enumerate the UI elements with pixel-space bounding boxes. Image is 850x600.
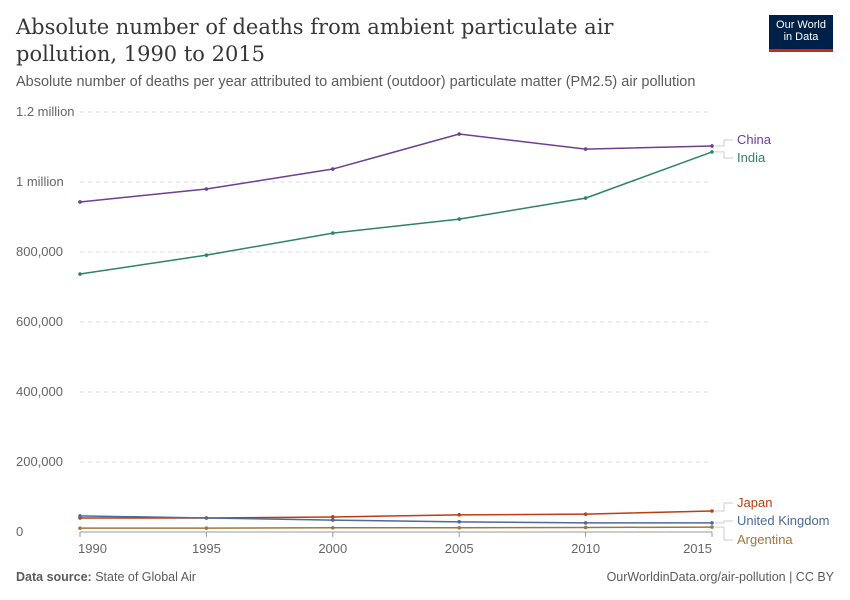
series-label: India	[737, 150, 766, 165]
source-label: Data source:	[16, 570, 92, 584]
label-connector	[715, 151, 733, 159]
data-point	[331, 167, 335, 171]
series-label: Argentina	[737, 532, 793, 547]
data-point	[583, 525, 588, 530]
chart-title: Absolute number of deaths from ambient p…	[16, 15, 614, 66]
data-point	[710, 521, 714, 525]
data-point	[204, 187, 209, 191]
data-point	[583, 521, 588, 525]
data-point	[331, 518, 335, 522]
x-tick-label: 2010	[571, 541, 600, 556]
data-point	[710, 144, 714, 148]
x-tick-label: 2000	[318, 541, 347, 556]
data-point	[204, 526, 209, 530]
logo-line1: Our World	[776, 19, 826, 31]
data-point	[457, 526, 462, 530]
y-tick-label: 0	[16, 524, 23, 539]
data-point	[78, 272, 82, 276]
series-label: United Kingdom	[737, 513, 830, 528]
data-point	[204, 516, 209, 520]
label-connector	[715, 520, 733, 524]
data-point	[331, 515, 335, 519]
label-connector	[715, 502, 733, 512]
x-tick-label: 2015	[683, 541, 712, 556]
data-point	[457, 132, 462, 136]
series-label: Japan	[737, 495, 772, 510]
label-connector	[715, 526, 733, 541]
series-line-china	[79, 133, 713, 203]
data-source: Data source: State of Global Air	[16, 570, 196, 584]
data-point	[583, 147, 588, 151]
data-point	[204, 253, 209, 257]
source-text[interactable]: State of Global Air	[95, 570, 196, 584]
series-line-argentina	[80, 526, 713, 529]
credit-link[interactable]: OurWorldinData.org/air-pollution | CC BY	[606, 570, 834, 584]
logo-line2: in Data	[783, 31, 819, 43]
series-label: China	[737, 132, 772, 147]
data-point	[583, 196, 588, 200]
y-tick-label: 200,000	[16, 454, 63, 469]
series-line-india	[79, 151, 713, 275]
x-tick-label: 1995	[192, 541, 221, 556]
x-tick-label: 1990	[78, 541, 107, 556]
data-point	[78, 526, 82, 530]
data-point	[457, 520, 462, 524]
y-tick-label: 1.2 million	[16, 104, 75, 119]
y-tick-label: 1 million	[16, 174, 64, 189]
y-tick-label: 800,000	[16, 244, 63, 259]
data-point	[710, 150, 714, 154]
y-tick-label: 400,000	[16, 384, 63, 399]
y-tick-label: 600,000	[16, 314, 63, 329]
label-connector	[715, 139, 733, 147]
data-point	[331, 231, 335, 235]
data-point	[331, 526, 335, 530]
chart-subtitle: Absolute number of deaths per year attri…	[16, 74, 696, 90]
data-point	[78, 514, 82, 518]
x-tick-label: 2005	[445, 541, 474, 556]
data-point	[710, 509, 714, 513]
data-point	[583, 512, 588, 516]
data-point	[457, 217, 462, 221]
series-line-united-kingdom	[79, 515, 712, 524]
owid-logo[interactable]: Our World in Data	[769, 15, 833, 52]
data-point	[457, 513, 462, 517]
data-point	[78, 200, 82, 204]
data-point	[710, 525, 714, 529]
